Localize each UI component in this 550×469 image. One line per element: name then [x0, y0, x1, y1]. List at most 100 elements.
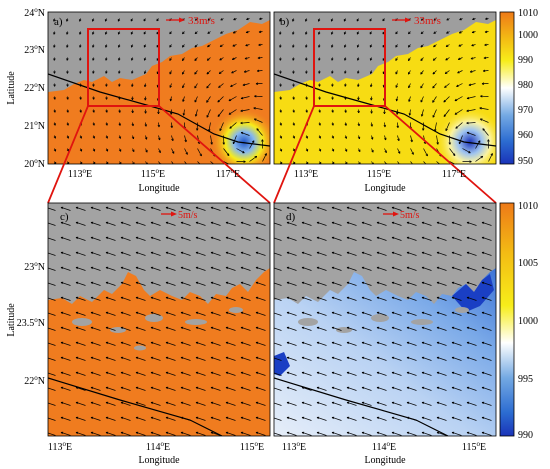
wind-arrowhead: [199, 154, 202, 157]
wind-arrow: [225, 222, 236, 226]
wind-arrow: [451, 297, 462, 301]
wind-arrow: [406, 372, 417, 376]
wind-arrowhead: [92, 149, 95, 152]
wind-arrowhead: [240, 121, 243, 124]
wind-arrow: [481, 222, 492, 226]
wind-arrow: [346, 312, 357, 316]
wind-arrow: [254, 118, 263, 123]
wind-arrow: [301, 207, 312, 211]
wind-arrow: [48, 222, 56, 226]
wind-arrow: [120, 417, 131, 421]
top-lat-tick: 22oN: [24, 81, 45, 94]
bottom-x-axis-label-d: Longitude: [364, 455, 406, 466]
wind-arrowhead: [118, 71, 120, 74]
wind-arrow: [406, 207, 417, 211]
wind-arrowhead: [292, 84, 294, 87]
wind-arrow: [90, 432, 101, 436]
wind-arrow: [210, 387, 221, 391]
wind-arrowhead: [272, 342, 274, 344]
wind-arrow: [75, 402, 86, 406]
wind-arrow: [466, 282, 477, 286]
wind-arrow: [195, 327, 206, 331]
wind-arrowhead: [259, 17, 262, 20]
wind-arrow: [451, 252, 462, 256]
wind-arrow: [195, 432, 206, 436]
wind-arrowhead: [66, 136, 69, 139]
wind-arrow: [60, 372, 71, 376]
wind-arrow: [240, 372, 251, 376]
wind-arrow: [274, 432, 282, 436]
wind-arrow: [436, 207, 447, 211]
wind-arrow: [391, 267, 402, 271]
wind-arrow: [120, 207, 131, 211]
zoom-connector-b-right: [384, 105, 497, 204]
wind-arrow: [240, 402, 251, 406]
wind-arrowhead: [427, 167, 429, 168]
wind-arrow: [480, 118, 489, 123]
wind-arrow: [150, 222, 161, 226]
wind-arrow: [466, 222, 477, 226]
wind-arrow: [249, 140, 255, 149]
wind-arrow: [451, 222, 462, 226]
wind-arrow: [206, 96, 211, 103]
wind-arrowhead: [184, 140, 187, 143]
wind-arrowhead: [383, 111, 385, 115]
wind-arrow: [444, 70, 450, 74]
wind-arrow: [105, 297, 116, 301]
wind-arrowhead: [455, 126, 457, 129]
wind-arrowhead: [433, 44, 435, 48]
wind-arrowhead: [207, 44, 209, 48]
wind-arrowhead: [243, 70, 247, 73]
wind-arrow: [376, 327, 387, 331]
wind-arrowhead: [272, 222, 274, 224]
wind-arrow: [286, 357, 297, 361]
wind-arrow: [466, 342, 477, 346]
wind-arrow: [48, 417, 56, 421]
wind-arrow: [479, 107, 489, 110]
wind-arrow: [195, 282, 206, 286]
wind-arrow: [451, 387, 462, 391]
wind-arrow: [60, 222, 71, 226]
wind-arrow: [456, 83, 463, 87]
wind-arrow: [301, 252, 312, 256]
wind-arrow: [391, 252, 402, 256]
wind-arrowhead: [231, 70, 234, 74]
wind-arrow: [286, 342, 297, 346]
wind-arrowhead: [305, 110, 308, 113]
wind-arrow: [232, 135, 237, 145]
wind-arrowhead: [412, 166, 414, 167]
wind-arrowhead: [384, 151, 387, 154]
wind-arrow: [184, 135, 187, 143]
wind-arrow: [210, 161, 215, 164]
wind-arrowhead: [370, 137, 373, 140]
wind-arrow: [436, 237, 447, 241]
wind-arrowhead: [457, 70, 460, 74]
wind-arrow: [286, 267, 297, 271]
panel-b-typhoon-core: [436, 108, 496, 164]
wind-arrow: [455, 122, 463, 129]
wind-arrow: [225, 327, 236, 331]
wind-arrow: [255, 387, 266, 391]
wind-arrowhead: [420, 18, 423, 21]
wind-arrowhead: [195, 128, 198, 131]
wind-arrow: [397, 135, 400, 141]
wind-arrow: [158, 161, 161, 164]
wind-arrow: [421, 432, 432, 436]
wind-arrow: [286, 417, 297, 421]
wind-arrow: [451, 372, 462, 376]
top-lat-ticks: 24oN 23oN 22oN 21oN 20oN: [24, 6, 45, 170]
wind-arrowhead: [118, 149, 121, 152]
wind-arrow: [90, 267, 101, 271]
wind-arrow: [406, 357, 417, 361]
wind-arrowhead: [118, 84, 120, 87]
wind-arrowhead: [279, 32, 281, 35]
wind-arrow: [391, 207, 402, 211]
wind-arrow: [481, 267, 492, 271]
wind-arrow: [120, 237, 131, 241]
wind-arrow: [75, 312, 86, 316]
wind-arrow: [451, 327, 462, 331]
wind-arrow: [361, 417, 372, 421]
wind-arrow: [195, 417, 206, 421]
wind-arrowhead: [171, 151, 175, 154]
wind-arrow: [120, 342, 131, 346]
